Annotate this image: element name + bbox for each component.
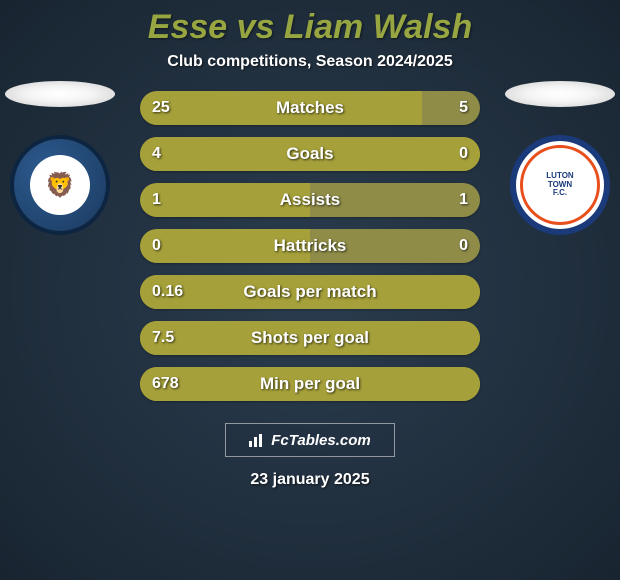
- team-badge-right: LUTONTOWNF.C.: [510, 135, 610, 235]
- stat-value-left: 25: [152, 99, 170, 117]
- stat-row: Shots per goal 7.5: [140, 321, 480, 355]
- stat-value-right: 0: [459, 145, 468, 163]
- chart-icon: [249, 433, 267, 447]
- footer-site-name: FcTables.com: [271, 432, 370, 449]
- right-team-column: LUTONTOWNF.C.: [495, 81, 620, 235]
- stat-label: Min per goal: [260, 374, 360, 394]
- stat-value-right: 0: [459, 237, 468, 255]
- stat-row: Matches 25 5: [140, 91, 480, 125]
- stat-value-right: 5: [459, 99, 468, 117]
- stats-list: Matches255Goals40Assists11Hattricks00Goa…: [140, 91, 480, 401]
- ellipse-decor-left: [5, 81, 115, 107]
- stat-label: Hattricks: [274, 236, 347, 256]
- left-team-column: 🦁: [0, 81, 125, 235]
- stat-label: Assists: [280, 190, 340, 210]
- stat-value-left: 7.5: [152, 329, 174, 347]
- bar-right: [422, 91, 480, 125]
- footer-date: 23 january 2025: [0, 471, 620, 489]
- stat-value-left: 678: [152, 375, 179, 393]
- team-badge-left: 🦁: [10, 135, 110, 235]
- stat-value-left: 1: [152, 191, 161, 209]
- stat-label: Goals per match: [243, 282, 376, 302]
- stat-value-left: 4: [152, 145, 161, 163]
- stat-label: Matches: [276, 98, 344, 118]
- subtitle: Club competitions, Season 2024/2025: [0, 53, 620, 71]
- page-title: Esse vs Liam Walsh: [0, 8, 620, 47]
- stat-label: Shots per goal: [251, 328, 369, 348]
- ellipse-decor-right: [505, 81, 615, 107]
- stat-row: Goals 4 0: [140, 137, 480, 171]
- comparison-infographic: Esse vs Liam Walsh Club competitions, Se…: [0, 0, 620, 580]
- stat-row: Hattricks 0 0: [140, 229, 480, 263]
- stat-row: Goals per match 0.16: [140, 275, 480, 309]
- stat-label: Goals: [286, 144, 333, 164]
- content-area: 🦁 LUTONTOWNF.C. Matches 25 5 Goals 4 0 Assists…: [0, 91, 620, 401]
- stat-value-right: 1: [459, 191, 468, 209]
- badge-text-right: LUTONTOWNF.C.: [546, 172, 573, 198]
- lion-icon: 🦁: [30, 155, 90, 215]
- stat-row: Assists 1 1: [140, 183, 480, 217]
- stat-row: Min per goal 678: [140, 367, 480, 401]
- stat-value-left: 0.16: [152, 283, 183, 301]
- footer-logo: FcTables.com: [225, 423, 395, 457]
- stat-value-left: 0: [152, 237, 161, 255]
